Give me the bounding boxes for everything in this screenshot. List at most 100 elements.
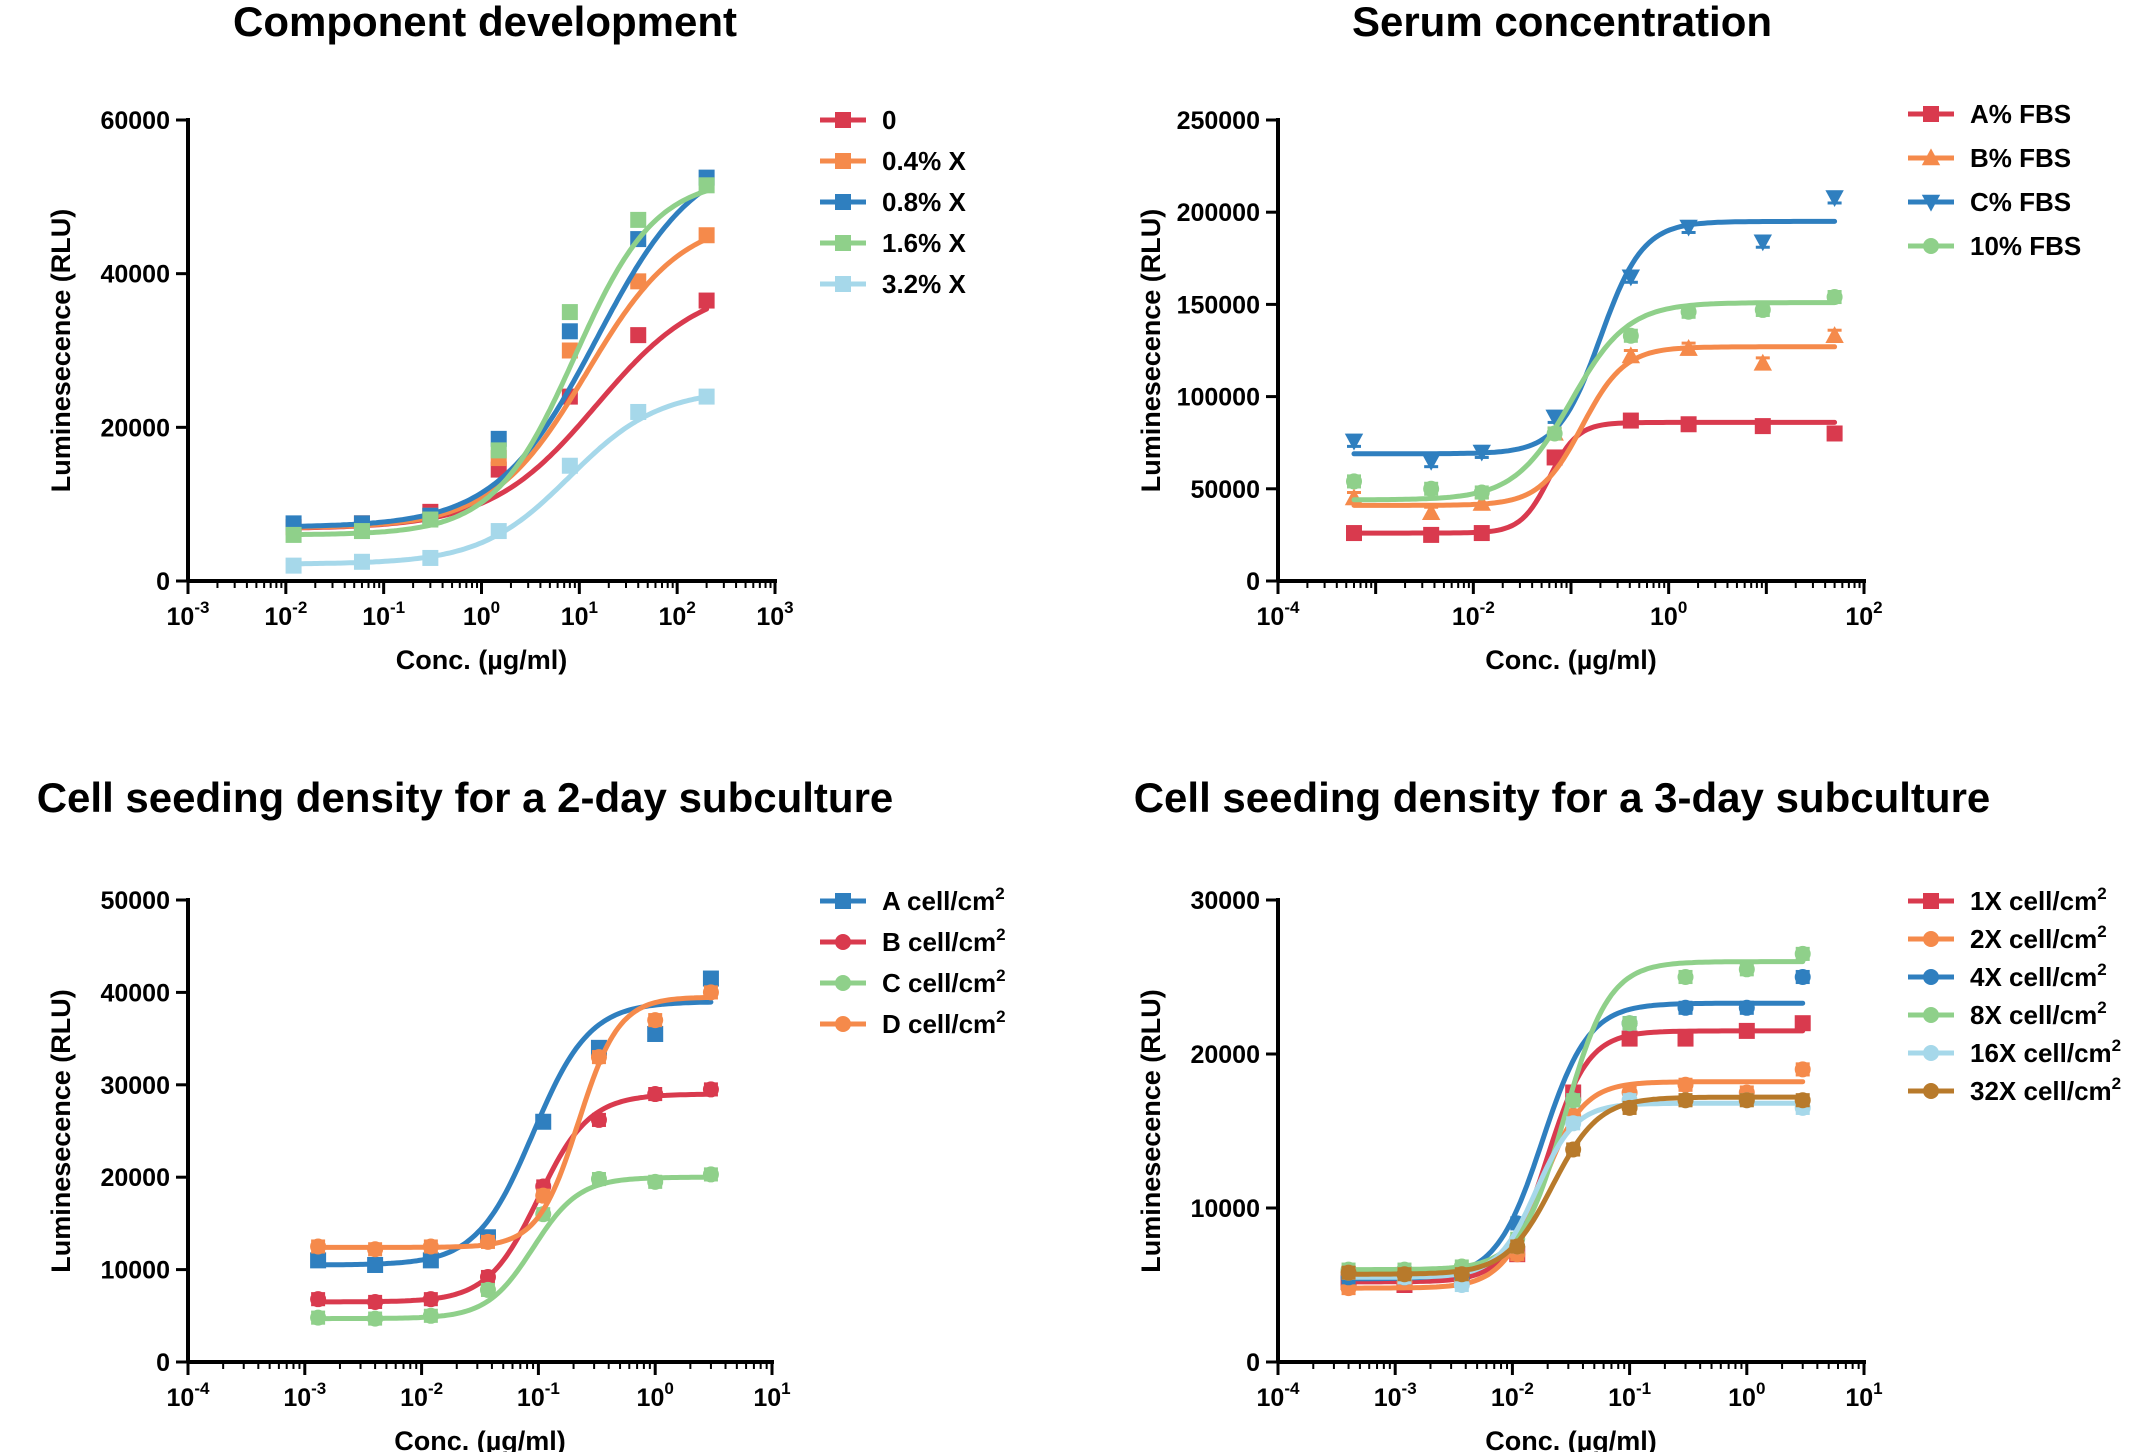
data-point bbox=[1453, 1266, 1470, 1283]
legend-label-text: A cell/cm bbox=[882, 886, 995, 916]
y-tick-label: 20000 bbox=[100, 414, 170, 442]
legend-marker bbox=[835, 1016, 851, 1032]
y-axis-label: Luminesecence (RLU) bbox=[46, 989, 76, 1273]
chart-title: Cell seeding density for a 3-day subcult… bbox=[1134, 774, 1991, 821]
x-tick-exponent: -1 bbox=[545, 1379, 560, 1398]
legend-label: A cell/cm2 bbox=[882, 884, 1005, 916]
legend-entry: 16X cell/cm2 bbox=[1908, 1036, 2121, 1068]
data-point bbox=[698, 388, 715, 405]
data-point bbox=[479, 1281, 496, 1298]
x-tick-base: 10 bbox=[1452, 603, 1480, 631]
x-tick-label: 100 bbox=[637, 1379, 674, 1412]
data-point bbox=[1794, 969, 1811, 985]
legend-label-exponent: 2 bbox=[2112, 1074, 2121, 1093]
data-point bbox=[1345, 473, 1362, 490]
data-point bbox=[1622, 412, 1639, 429]
legend-entry: D cell/cm2 bbox=[820, 1007, 1006, 1039]
data-point bbox=[1677, 999, 1694, 1016]
x-tick-exponent: -2 bbox=[1480, 598, 1495, 617]
x-tick-label: 101 bbox=[1845, 1379, 1882, 1412]
x-tick-label: 10-1 bbox=[517, 1379, 560, 1412]
legend-label-exponent: 2 bbox=[2112, 1036, 2121, 1055]
legend-marker bbox=[1923, 893, 1939, 909]
data-point bbox=[1423, 480, 1440, 497]
x-tick-label: 102 bbox=[1845, 598, 1882, 631]
legend-label-text: D cell/cm bbox=[882, 1009, 996, 1039]
series-4 bbox=[310, 984, 719, 1258]
legend-marker bbox=[1923, 238, 1939, 254]
data-point bbox=[1677, 1076, 1694, 1093]
data-point bbox=[647, 1173, 664, 1190]
legend-entry: 32X cell/cm2 bbox=[1908, 1074, 2121, 1106]
x-axis-label: Conc. (µg/ml) bbox=[394, 1426, 566, 1452]
y-tick-label: 250000 bbox=[1177, 107, 1260, 135]
x-tick-base: 10 bbox=[1257, 603, 1285, 631]
x-tick-base: 10 bbox=[167, 603, 195, 631]
legend-label: 32X cell/cm2 bbox=[1970, 1074, 2121, 1106]
chart-title: Serum concentration bbox=[1352, 0, 1772, 45]
y-tick-label: 50000 bbox=[1190, 476, 1260, 504]
data-point bbox=[1754, 418, 1771, 435]
data-point bbox=[1546, 425, 1563, 442]
legend-marker bbox=[1921, 148, 1941, 166]
data-point bbox=[1679, 339, 1698, 356]
x-tick-base: 10 bbox=[756, 603, 784, 631]
y-tick-label: 200000 bbox=[1177, 199, 1260, 227]
x-tick-base: 10 bbox=[659, 603, 687, 631]
legend-marker bbox=[1923, 1083, 1939, 1099]
data-point bbox=[1344, 433, 1364, 451]
legend-marker bbox=[835, 975, 851, 991]
data-point bbox=[367, 1241, 384, 1258]
legend-label: 8X cell/cm2 bbox=[1970, 998, 2107, 1030]
y-tick-label: 150000 bbox=[1177, 291, 1260, 319]
data-point bbox=[1794, 1015, 1811, 1032]
data-point bbox=[310, 1252, 327, 1269]
x-tick-exponent: 2 bbox=[1873, 598, 1882, 617]
fit-curve bbox=[315, 994, 714, 1250]
chart-panel-2: Serum concentration 0 50000 100000 150000 200… bbox=[1136, 0, 2081, 675]
data-point bbox=[367, 1256, 384, 1273]
data-point bbox=[1680, 416, 1697, 433]
legend-marker bbox=[835, 112, 851, 128]
x-tick-base: 10 bbox=[1728, 1384, 1756, 1412]
x-tick-label: 10-1 bbox=[1608, 1379, 1651, 1412]
legend-entry: 10% FBS bbox=[1908, 231, 2081, 261]
data-point bbox=[1754, 301, 1771, 318]
chart-panel-1: Component development020000400006000010-… bbox=[46, 0, 966, 675]
legend-entry: 8X cell/cm2 bbox=[1908, 998, 2107, 1030]
data-point bbox=[1421, 453, 1441, 471]
series-4 bbox=[1345, 289, 1843, 503]
x-tick-exponent: 3 bbox=[784, 598, 793, 617]
legend-marker bbox=[1921, 194, 1941, 212]
legend-label-exponent: 2 bbox=[996, 966, 1005, 985]
x-tick-exponent: -3 bbox=[1402, 1379, 1417, 1398]
legend-label: 1X cell/cm2 bbox=[1970, 884, 2107, 916]
fit-curve bbox=[1351, 300, 1838, 503]
data-point bbox=[479, 1233, 496, 1250]
data-point bbox=[1340, 1264, 1357, 1281]
y-tick-label: 0 bbox=[156, 1349, 170, 1377]
x-tick-base: 10 bbox=[1257, 1384, 1285, 1412]
legend-label-text: B cell/cm bbox=[882, 927, 996, 957]
data-point bbox=[1621, 1099, 1638, 1116]
legend-entry: 0 bbox=[820, 105, 896, 135]
legend-label: D cell/cm2 bbox=[882, 1007, 1006, 1039]
y-axis-label: Luminesecence (RLU) bbox=[46, 209, 76, 493]
data-point bbox=[535, 1187, 552, 1204]
legend-marker bbox=[835, 235, 851, 251]
data-point bbox=[422, 1307, 439, 1324]
legend-label: 2X cell/cm2 bbox=[1970, 922, 2107, 954]
y-tick-label: 0 bbox=[1246, 1349, 1260, 1377]
x-tick-exponent: -2 bbox=[292, 598, 307, 617]
legend-label: A% FBS bbox=[1970, 99, 2071, 129]
x-tick-base: 10 bbox=[753, 1384, 781, 1412]
x-tick-base: 10 bbox=[1845, 603, 1873, 631]
chart-panel-4: Cell seeding density for a 3-day subcult… bbox=[1134, 774, 2121, 1452]
legend-label-exponent: 2 bbox=[996, 1007, 1005, 1026]
data-point bbox=[367, 1310, 384, 1327]
y-tick-label: 20000 bbox=[1190, 1041, 1260, 1069]
legend-label-exponent: 2 bbox=[2097, 884, 2106, 903]
data-point bbox=[1677, 1030, 1694, 1047]
data-point bbox=[1738, 1022, 1755, 1039]
